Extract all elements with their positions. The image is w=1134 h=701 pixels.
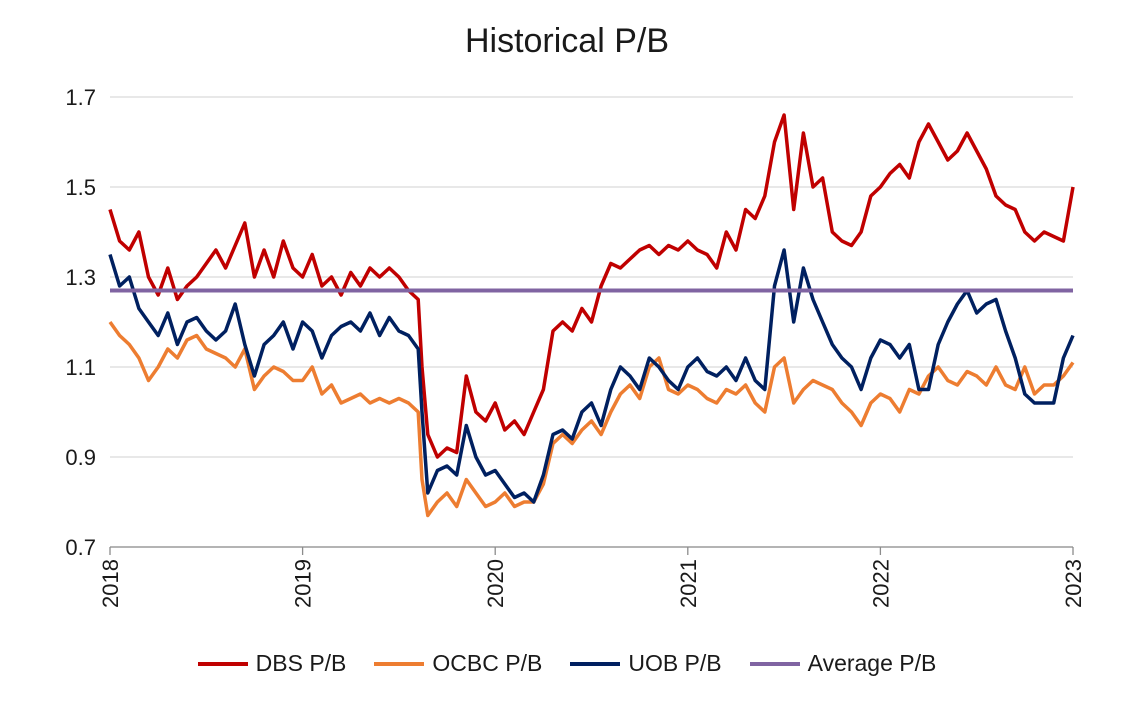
y-tick-label: 1.7 <box>65 85 96 110</box>
series-line-uob-p-b <box>108 248 1075 504</box>
y-tick-label: 1.5 <box>65 175 96 200</box>
chart-title: Historical P/B <box>464 22 670 60</box>
legend-label: Average P/B <box>807 650 937 676</box>
y-tick-label: 1.1 <box>65 355 96 380</box>
x-axis-ticks: 2018 2019 2020 2021 2022 2023 <box>98 547 1086 608</box>
y-tick-label: 0.7 <box>65 535 96 560</box>
legend-item: DBS P/B <box>197 650 347 677</box>
gridlines <box>110 96 1073 548</box>
legend-swatch <box>197 661 248 666</box>
x-tick-label: 2018 <box>98 559 123 608</box>
legend-item: Average P/B <box>749 650 937 677</box>
legend-label: DBS P/B <box>255 650 347 676</box>
legend: DBS P/B OCBC P/B UOB P/B Average P/B <box>0 650 1134 677</box>
x-tick-label: 2019 <box>291 559 316 608</box>
legend-swatch <box>570 661 621 666</box>
legend-swatch <box>374 661 425 666</box>
series-lines <box>108 113 1075 518</box>
x-tick-label: 2021 <box>676 559 701 608</box>
y-axis-ticks: 0.7 0.9 1.1 1.3 1.5 1.7 <box>65 85 96 560</box>
legend-item: OCBC P/B <box>374 650 542 677</box>
series-line-dbs-p-b <box>108 113 1075 459</box>
x-tick-label: 2023 <box>1061 559 1086 608</box>
x-tick-label: 2022 <box>868 559 893 608</box>
series-line-ocbc-p-b <box>108 320 1075 518</box>
legend-item: UOB P/B <box>570 650 722 677</box>
legend-swatch <box>749 661 800 666</box>
legend-label: OCBC P/B <box>432 650 543 676</box>
legend-label: UOB P/B <box>628 650 722 676</box>
x-tick-label: 2020 <box>483 559 508 608</box>
y-tick-label: 1.3 <box>65 265 96 290</box>
y-tick-label: 0.9 <box>65 445 96 470</box>
